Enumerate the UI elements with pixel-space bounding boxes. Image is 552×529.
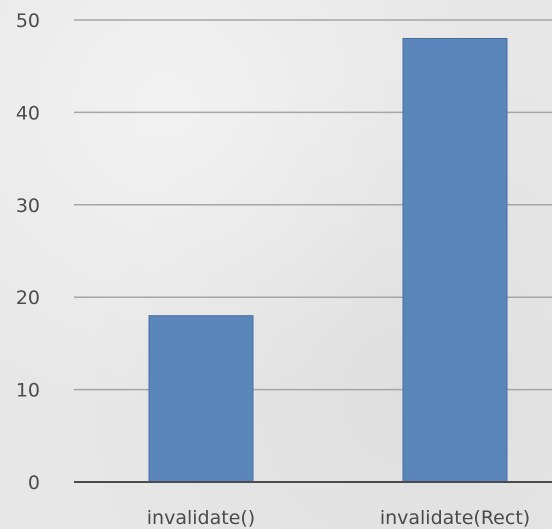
y-axis-tick-labels: 0 10 20 30 40 50 [16, 10, 40, 494]
bar-2 [402, 37, 508, 483]
y-tick-label-30: 30 [16, 195, 40, 217]
x-category-label-2: invalidate(Rect) [380, 507, 530, 529]
x-category-label-1: invalidate() [147, 507, 255, 529]
y-tick-label-40: 40 [16, 102, 40, 124]
y-tick-label-20: 20 [16, 287, 40, 309]
y-tick-label-50: 50 [16, 10, 40, 32]
bar-1 [148, 315, 254, 483]
x-axis-category-labels: invalidate() invalidate(Rect) [147, 507, 530, 529]
bars [148, 37, 508, 483]
y-tick-label-0: 0 [28, 472, 40, 494]
y-tick-label-10: 10 [16, 380, 40, 402]
